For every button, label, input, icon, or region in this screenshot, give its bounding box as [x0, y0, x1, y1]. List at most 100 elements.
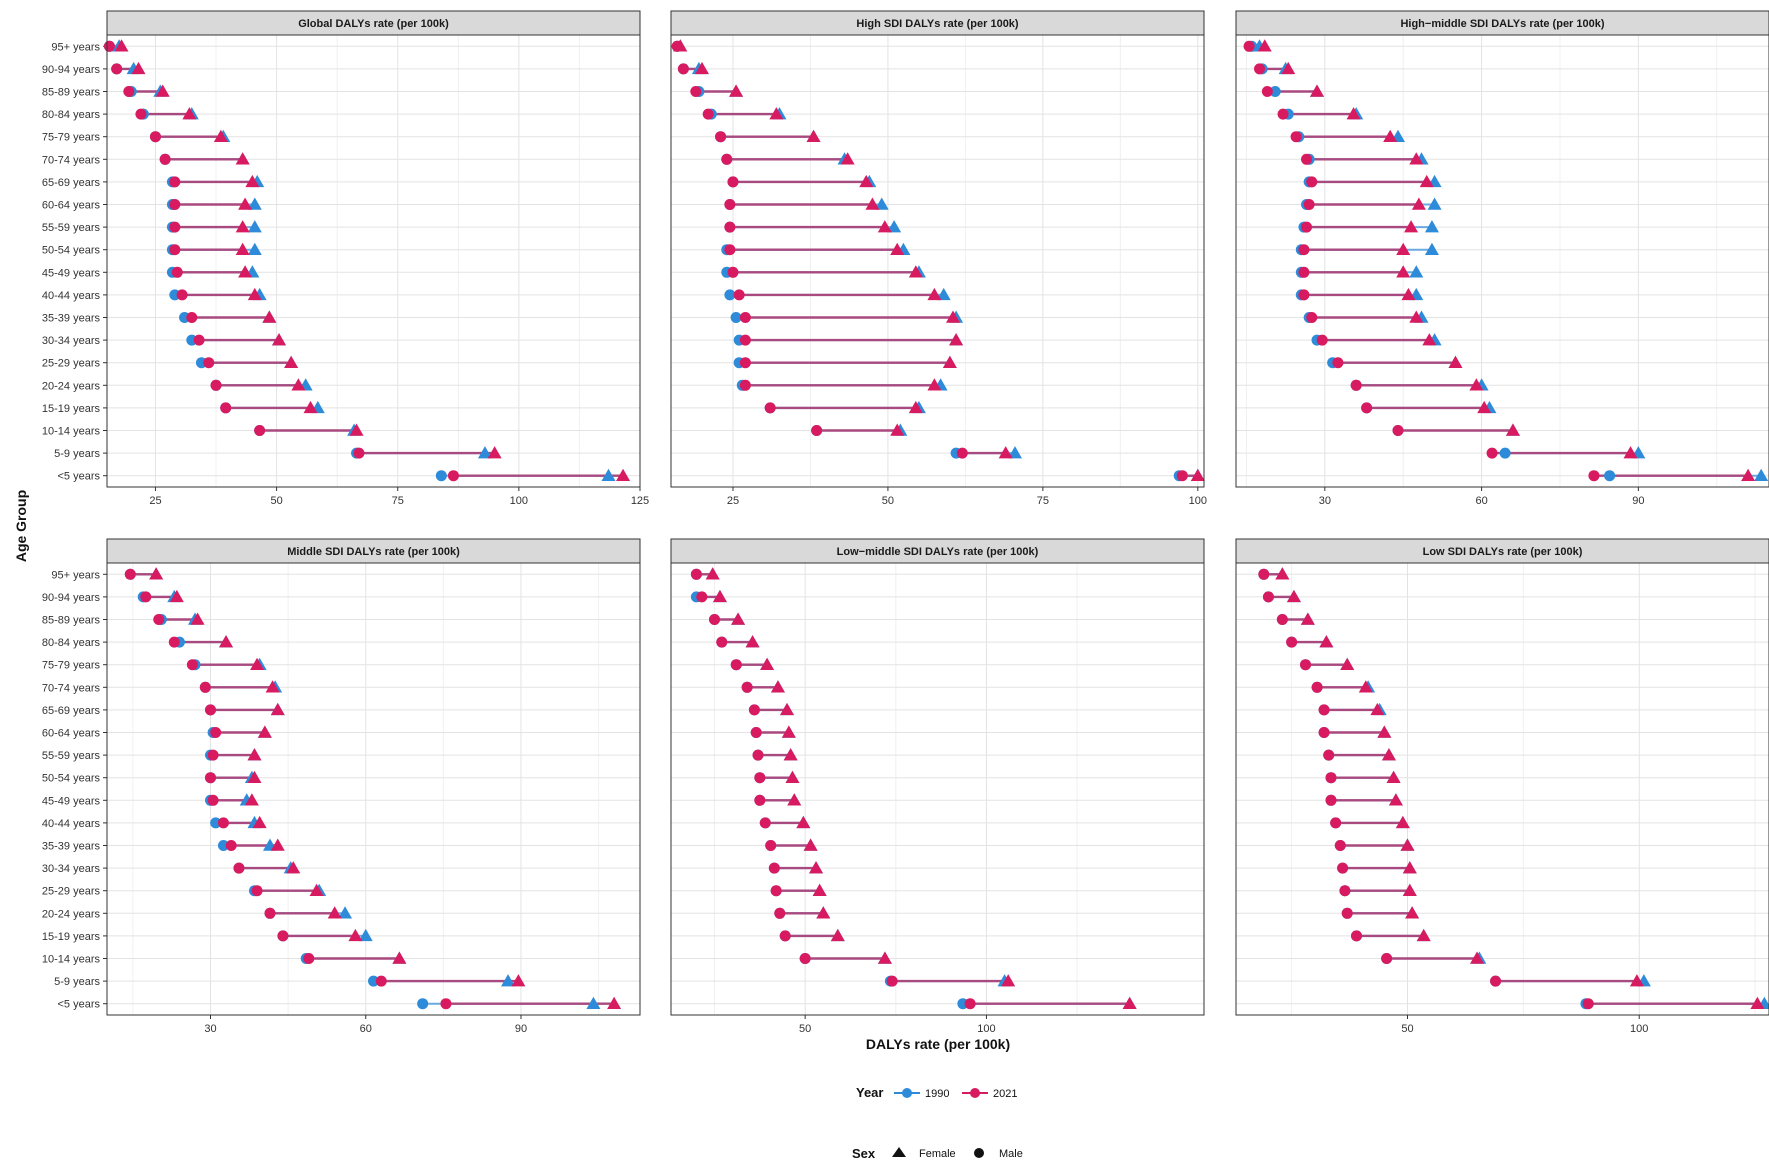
point-female-2021: [796, 815, 811, 829]
point-female-2021: [114, 39, 129, 52]
x-tick-label: 100: [1189, 495, 1207, 507]
point-female-2021: [1400, 838, 1415, 851]
x-tick-label: 30: [204, 1023, 216, 1035]
point-female-2021: [247, 287, 262, 301]
point-female-2021: [1404, 220, 1419, 233]
point-male-2021: [1334, 840, 1346, 851]
point-male-2021: [702, 108, 714, 120]
y-tick-label: 20-24 years: [42, 380, 101, 392]
point-male-2021: [1350, 379, 1362, 391]
panel-strip: [106, 538, 641, 564]
panel-strip: [1235, 538, 1769, 564]
point-male-1990: [1499, 447, 1511, 459]
y-tick-label: 80-84 years: [42, 637, 101, 649]
point-female-2021: [1381, 748, 1396, 761]
panel-title: Low SDI DALYs rate (per 100k): [1423, 546, 1583, 558]
point-male-2021: [811, 425, 823, 436]
point-female-1990: [338, 906, 353, 919]
y-tick-label: 90-94 years: [42, 592, 101, 604]
y-tick-label: 15-19 years: [42, 931, 101, 943]
point-female-2021: [238, 197, 253, 210]
point-female-2021: [1448, 355, 1463, 368]
point-female-2021: [908, 400, 923, 414]
point-male-2021: [1311, 681, 1323, 693]
point-female-2021: [1419, 174, 1434, 188]
y-tick-label: 95+ years: [51, 41, 100, 53]
point-female-2021: [830, 928, 845, 942]
point-male-2021: [447, 470, 459, 482]
point-female-1990: [601, 468, 616, 481]
y-tick-label: 25-29 years: [42, 358, 101, 370]
point-male-1990: [368, 975, 379, 987]
legend-sex-key-circle: [974, 1148, 984, 1158]
point-male-2021: [765, 840, 777, 851]
point-female-2021: [272, 333, 287, 346]
panel-strip: [1235, 10, 1769, 36]
point-female-2021: [865, 197, 880, 210]
point-male-2021: [1306, 312, 1318, 323]
point-female-1990: [874, 197, 889, 210]
y-tick-label: 10-14 years: [42, 426, 101, 438]
point-female-2021: [1623, 446, 1638, 459]
panel-title: Global DALYs rate (per 100k): [298, 18, 449, 30]
point-male-2021: [964, 998, 976, 1010]
point-male-2021: [739, 334, 751, 346]
point-female-1990: [477, 446, 492, 459]
point-male-1990: [1269, 86, 1281, 97]
point-male-2021: [1258, 568, 1270, 580]
point-female-2021: [806, 129, 821, 142]
point-female-2021: [1122, 996, 1137, 1009]
point-male-2021: [186, 312, 198, 323]
x-tick-label: 50: [270, 495, 282, 507]
x-tick-label: 60: [1475, 495, 1487, 507]
point-female-2021: [270, 702, 285, 716]
point-male-2021: [210, 379, 222, 391]
x-tick-label: 75: [1037, 495, 1049, 507]
point-female-2021: [729, 84, 744, 97]
point-female-2021: [1469, 378, 1484, 391]
point-male-2021: [1486, 447, 1498, 459]
panel-title: High SDI DALYs rate (per 100k): [856, 18, 1019, 30]
point-male-2021: [739, 312, 751, 323]
panel-plot-area: [671, 563, 1204, 1015]
point-female-2021: [745, 635, 760, 648]
point-male-2021: [727, 266, 739, 278]
point-female-2021: [787, 793, 802, 806]
point-female-2021: [1416, 928, 1431, 942]
point-female-2021: [252, 815, 267, 829]
point-male-2021: [1301, 221, 1313, 233]
point-female-2021: [244, 793, 259, 806]
point-male-2021: [168, 636, 180, 648]
point-female-2021: [235, 242, 250, 255]
point-male-1990: [730, 312, 742, 323]
point-female-2021: [1309, 84, 1324, 97]
y-tick-label: 30-34 years: [42, 335, 101, 347]
point-male-2021: [770, 885, 782, 897]
point-female-2021: [1358, 680, 1373, 693]
y-tick-label: 15-19 years: [42, 403, 101, 415]
point-female-2021: [262, 310, 277, 323]
point-female-2021: [1386, 770, 1401, 783]
point-female-2021: [265, 680, 280, 693]
point-female-2021: [1257, 39, 1272, 52]
panel-plot-area: [107, 35, 640, 487]
panel-border: [670, 34, 1205, 488]
panel-6: Low SDI DALYs rate (per 100k) 50 100: [1235, 538, 1769, 1035]
point-male-2021: [1332, 357, 1344, 369]
point-female-2021: [1750, 996, 1765, 1009]
point-male-1990: [210, 817, 222, 829]
point-female-2021: [694, 61, 709, 75]
point-male-2021: [721, 153, 733, 165]
point-female-2021: [705, 567, 720, 580]
legend-year-key-point: [902, 1088, 912, 1098]
point-female-2021: [816, 906, 831, 919]
point-female-2021: [131, 61, 146, 75]
y-tick-label: 60-64 years: [42, 728, 101, 740]
point-male-2021: [754, 772, 766, 784]
point-female-2021: [840, 152, 855, 165]
point-male-2021: [1582, 998, 1594, 1010]
point-male-2021: [730, 659, 742, 671]
x-tick-label: 100: [1630, 1023, 1648, 1035]
y-tick-label: 35-39 years: [42, 841, 101, 853]
point-female-1990: [887, 220, 902, 233]
